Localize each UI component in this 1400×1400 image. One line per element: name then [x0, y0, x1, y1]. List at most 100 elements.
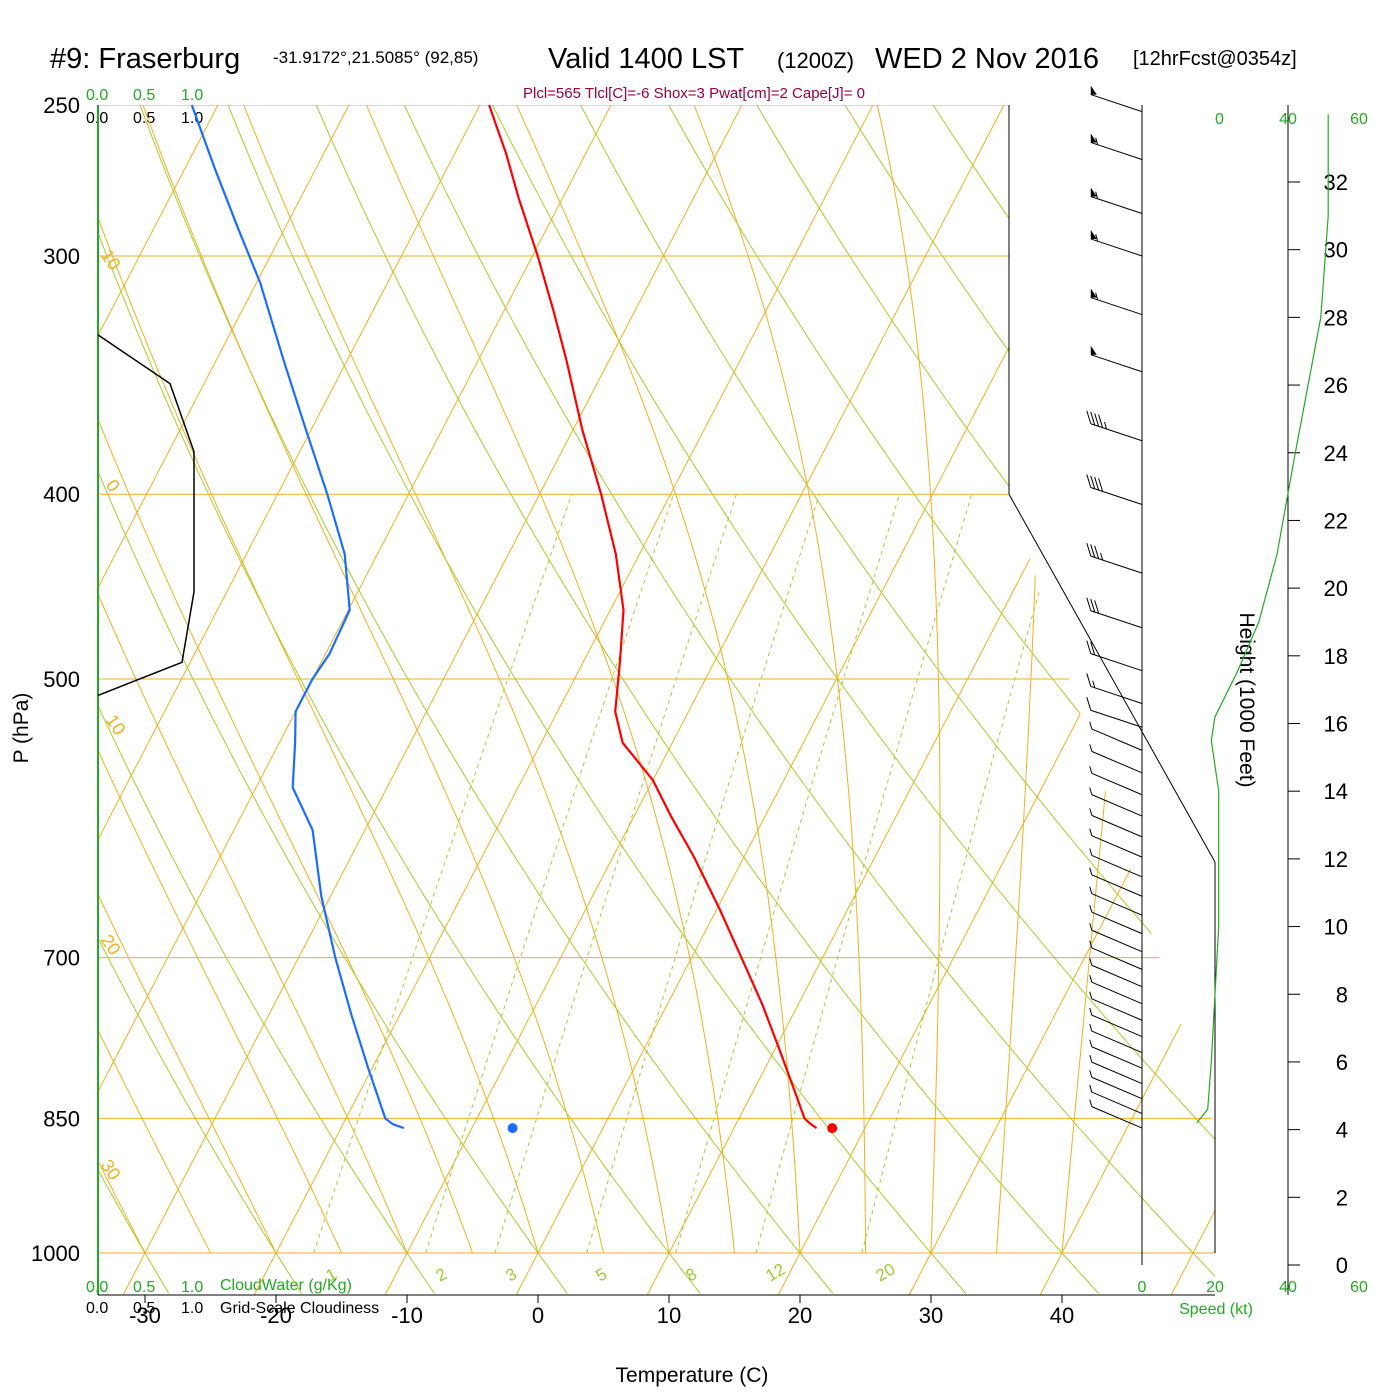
wind-barb	[1089, 744, 1143, 774]
speed-profile-line	[1196, 114, 1329, 1124]
wind-barb-staff	[1091, 1091, 1143, 1114]
cloud-scale-bottom-black-0: 0.0	[86, 1300, 108, 1317]
wind-barb	[1089, 828, 1143, 858]
mixing-ratio-line	[425, 494, 674, 1254]
y-tick-label: 850	[43, 1106, 80, 1131]
wind-barb-half	[1089, 1055, 1093, 1063]
height-tick-label: 30	[1324, 238, 1348, 263]
moist-adiabat	[98, 592, 408, 1254]
wind-barb	[1090, 133, 1143, 160]
wind-barb-staff	[1091, 1106, 1143, 1129]
wind-barb-half	[1089, 958, 1093, 966]
wind-barb	[1089, 1070, 1143, 1100]
wind-barb	[1090, 187, 1143, 214]
cloud-scale-bottom-green-1: 0.5	[133, 1279, 155, 1296]
wind-barb-staff	[1090, 141, 1143, 160]
wind-barb-flag	[1086, 410, 1092, 424]
y-axis-label: P (hPa)	[10, 693, 33, 764]
wind-barb	[1089, 1055, 1143, 1085]
moist-adiabat	[98, 749, 342, 1254]
isotherm	[98, 105, 481, 841]
height-tick-label: 28	[1324, 305, 1348, 330]
wind-barb	[1090, 229, 1143, 257]
wind-barb-flag	[1090, 475, 1096, 489]
series-line-0	[488, 104, 818, 1129]
isotherm	[908, 705, 1215, 1295]
wind-barb-staff	[1090, 610, 1143, 629]
cloud-scale-bottom-black-2: 1.0	[181, 1300, 203, 1317]
wind-barb-half	[1095, 137, 1099, 145]
speed-scale-bottom-0: 0	[1138, 1279, 1147, 1296]
wind-barb-half	[1089, 1007, 1093, 1016]
wind-barb-half	[1100, 552, 1104, 561]
mixing-ratio-line	[313, 494, 573, 1254]
wind-barb-staff	[1090, 555, 1143, 574]
wind-barb-half	[1095, 234, 1099, 242]
wind-barb-staff	[1090, 196, 1143, 214]
wind-barb	[1086, 697, 1143, 728]
forecast-label: [12hrFcst@0354z]	[1133, 48, 1297, 70]
dry-adiabat	[139, 105, 834, 1294]
wind-barb-half	[1092, 680, 1096, 688]
wind-barb-half	[1089, 848, 1093, 856]
wind-barb-staff	[1091, 911, 1143, 935]
cloud-scale-top-black-1: 0.5	[133, 110, 155, 127]
wind-barb	[1086, 640, 1143, 672]
dry-adiabat	[756, 105, 1215, 745]
wind-barb-pennant	[1090, 345, 1097, 355]
x-tick-label: -10	[391, 1303, 423, 1328]
wind-barb-half	[1089, 867, 1093, 875]
skew-diagonal	[1008, 493, 1216, 863]
wind-barb	[1089, 1039, 1143, 1069]
isotherm	[1299, 71, 1400, 1301]
speed-label: Speed (kt)	[1179, 1301, 1253, 1318]
cloud-profile-line	[97, 334, 195, 697]
dry-adiabat	[98, 704, 435, 1294]
wind-barb-half	[1089, 808, 1093, 816]
speed-scale-bottom-1: 20	[1206, 1279, 1224, 1296]
station-title: #9: Fraserburg	[50, 43, 240, 75]
height-tick-label: 24	[1324, 441, 1348, 466]
height-tick-label: 18	[1324, 644, 1348, 669]
wind-barb-half	[1089, 1039, 1093, 1047]
wind-barb	[1090, 288, 1143, 316]
wind-barb-staff	[1091, 929, 1143, 953]
dry-adiabat	[98, 936, 303, 1294]
mixing-ratio-label: 3	[503, 1264, 521, 1285]
wind-barb-half	[1089, 1023, 1093, 1032]
wind-barb-half	[1089, 975, 1093, 983]
height-tick-label: 10	[1324, 915, 1348, 940]
dry-adiabat	[403, 105, 1215, 1277]
wind-barb-half	[1104, 421, 1108, 430]
wind-barb-half	[1089, 923, 1093, 931]
wind-barb-staff	[1091, 981, 1143, 1005]
dry-adiabat	[668, 105, 1215, 875]
dry-adiabat	[491, 105, 1215, 1140]
wind-barb-flag	[1094, 600, 1100, 614]
isotherm-label: 20	[97, 931, 125, 959]
wind-barb	[1089, 1099, 1143, 1129]
wind-barb-half	[1089, 1070, 1093, 1078]
wind-barb-flag	[1086, 673, 1092, 687]
wind-barb-staff	[1091, 964, 1143, 988]
wind-barb-staff	[1091, 1061, 1143, 1085]
wind-barb-flag	[1094, 545, 1100, 559]
wind-barb-flag	[1090, 544, 1096, 558]
dry-adiabat	[315, 105, 1099, 1294]
wind-barb	[1086, 474, 1143, 505]
wind-barb-half	[1089, 940, 1093, 949]
utc-time: (1200Z)	[777, 48, 854, 73]
wind-barb-half	[1089, 1084, 1093, 1093]
moist-adiabat	[876, 105, 941, 1254]
height-tick-label: 2	[1336, 1185, 1348, 1210]
wind-barb	[1086, 542, 1143, 574]
wind-barb-flag	[1090, 411, 1096, 426]
dry-adiabat	[580, 105, 1215, 1006]
wind-barb	[1089, 958, 1143, 988]
wind-barb-staff	[1090, 486, 1143, 505]
wind-barb	[1089, 923, 1143, 953]
isotherm	[122, 105, 743, 1295]
x-tick-label: -20	[260, 1303, 292, 1328]
wind-barb-half	[1089, 766, 1093, 774]
